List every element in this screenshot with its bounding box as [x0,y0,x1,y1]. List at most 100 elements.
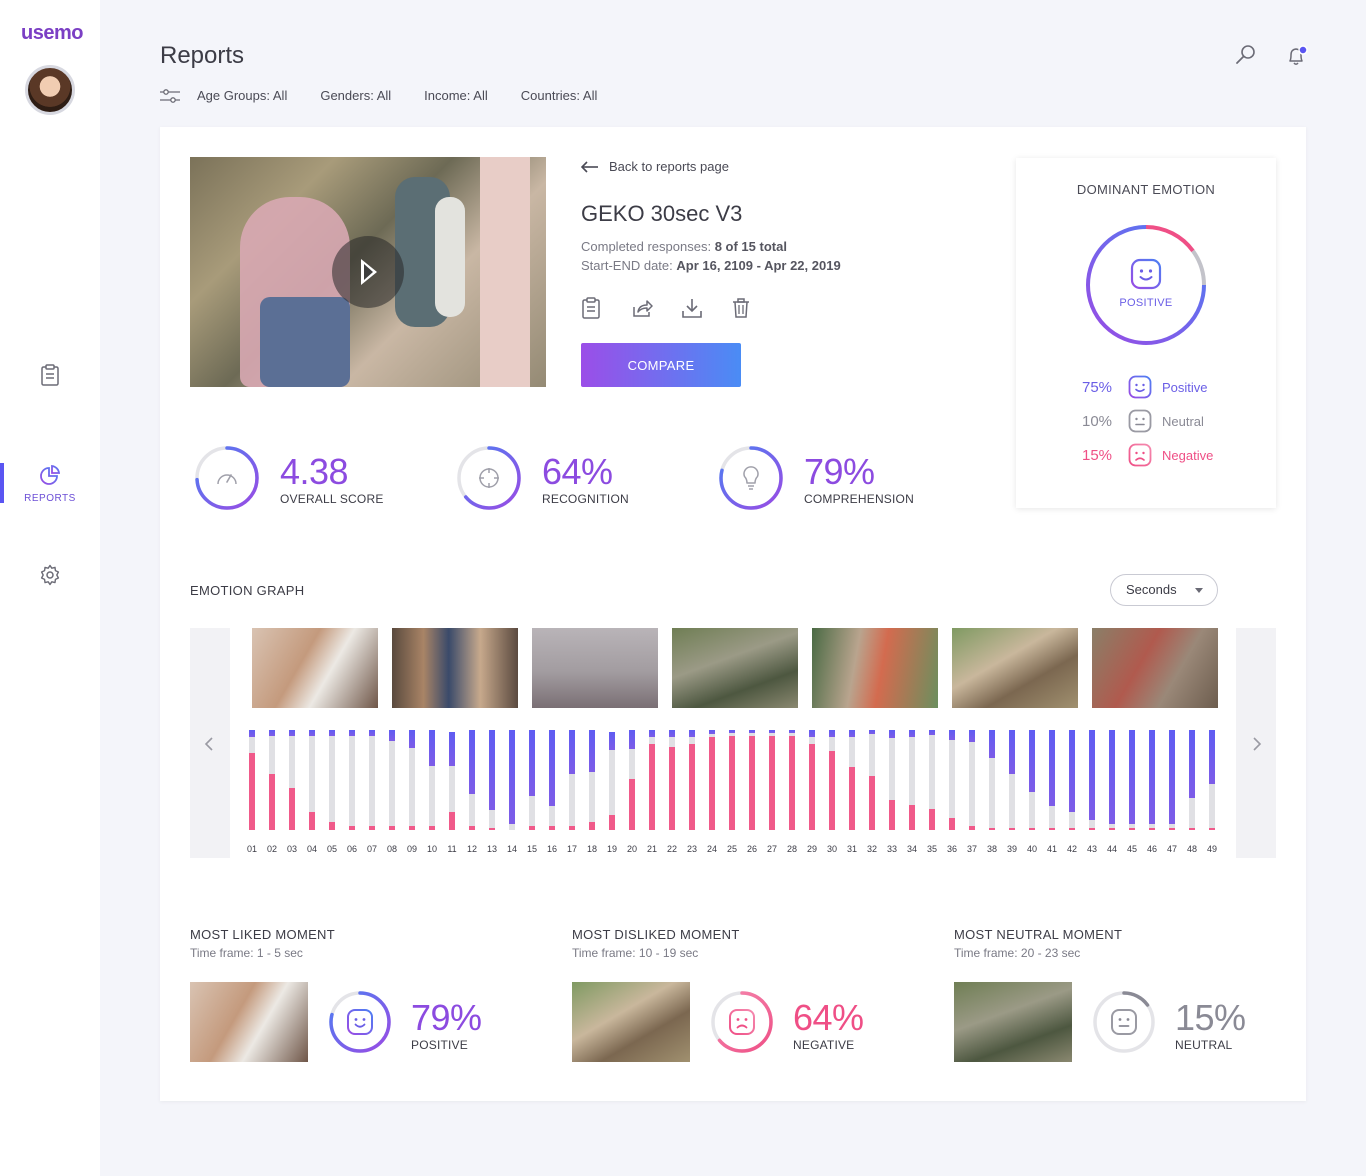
bar-segment [609,732,615,750]
bar-segment [489,828,495,830]
download-button[interactable] [681,297,702,321]
share-button[interactable] [631,297,653,321]
x-tick-label: 24 [706,844,717,854]
moment-thumbnail[interactable] [954,982,1072,1062]
search-icon[interactable] [1235,44,1257,66]
moment-thumbnail[interactable] [572,982,690,1062]
x-tick-label: 27 [766,844,777,854]
delete-button[interactable] [731,297,751,321]
bar-segment [409,748,415,826]
bar-segment [889,730,895,738]
bar-segment [1149,730,1155,824]
video-frame-thumbnail[interactable] [952,628,1078,708]
bell-icon[interactable] [1285,44,1309,68]
bar-segment [829,730,835,737]
emotion-bar-chart [249,730,1215,830]
video-frame-thumbnail[interactable] [532,628,658,708]
back-link[interactable]: Back to reports page [581,159,729,174]
filter-age-groups[interactable]: Age Groups: All [197,88,288,103]
video-frame-thumbnail[interactable] [392,628,518,708]
time-unit-select[interactable]: Seconds [1110,574,1218,606]
bar-segment [1069,730,1075,812]
active-nav-indicator [0,463,4,503]
video-frame-thumbnail[interactable] [672,628,798,708]
bar-segment [1029,730,1035,792]
bar-segment [949,818,955,830]
bar-segment [629,730,635,749]
dominant-emotion-title: DOMINANT EMOTION [1076,182,1216,197]
x-tick-label: 19 [606,844,617,854]
dominant-emotion-panel: DOMINANT EMOTION POSITIVE 75% Positive 1… [1016,158,1276,508]
page-title: Reports [160,42,245,69]
bar-segment [1029,792,1035,828]
legend-pct: 10% [1082,412,1113,430]
x-tick-label: 33 [886,844,897,854]
bar-segment [969,826,975,830]
filter-countries[interactable]: Countries: All [520,88,598,103]
score-ring [719,446,783,510]
bar-segment [409,730,415,748]
bar-segment [789,736,795,830]
sliders-icon[interactable] [160,88,180,103]
responses-label: Completed responses: [581,239,712,254]
bar-segment [529,796,535,826]
score-ring [195,446,259,510]
bar-segment [1129,824,1135,828]
score-label: COMPREHENSION [804,492,914,506]
clipboard-icon [582,297,600,319]
video-player[interactable] [190,157,546,387]
pie-chart-icon [40,465,61,485]
most-liked-moment: MOST LIKED MOMENT Time frame: 1 - 5 sec … [190,927,550,1087]
bar-segment [1149,828,1155,830]
filter-income[interactable]: Income: All [424,88,488,103]
legend-pct: 15% [1082,446,1113,464]
happy-face-icon [1128,375,1152,399]
moment-thumbnail[interactable] [190,982,308,1062]
sad-face-icon [1128,443,1152,467]
ring-progress [329,991,391,1053]
bar-segment [909,805,915,830]
sidebar-item-surveys[interactable] [0,364,100,386]
x-tick-label: 25 [726,844,737,854]
compare-button[interactable]: COMPARE [581,343,741,387]
bar-segment [1129,828,1135,830]
sidebar-item-reports[interactable]: REPORTS [0,465,100,504]
video-frame-thumbnail[interactable] [812,628,938,708]
bar-segment [529,826,535,830]
filter-bar: Age Groups: All Genders: All Income: All… [160,88,630,103]
bar-segment [429,730,435,766]
bar-segment [669,747,675,830]
user-avatar[interactable] [25,65,75,115]
graph-prev-button[interactable] [190,628,230,858]
bar-segment [749,736,755,830]
x-tick-label: 49 [1206,844,1217,854]
bar-segment [989,828,995,830]
bar-segment [1069,812,1075,828]
bar-segment [829,737,835,751]
moment-value: 64% [793,997,864,1038]
bar-segment [809,744,815,830]
bar-segment [889,738,895,800]
x-tick-label: 47 [1166,844,1177,854]
notes-button[interactable] [581,297,601,321]
ring-progress [1093,991,1155,1053]
bar-segment [289,730,295,736]
bar-segment [1149,824,1155,828]
trash-icon [733,298,749,318]
bar-segment [889,800,895,830]
video-frame-thumbnail[interactable] [252,628,378,708]
play-button[interactable] [332,236,404,308]
filter-genders[interactable]: Genders: All [320,88,392,103]
score-label: RECOGNITION [542,492,629,506]
bar-segment [849,737,855,767]
video-frame-thumbnail[interactable] [1092,628,1218,708]
sidebar-item-settings[interactable] [0,564,100,586]
bar-segment [369,826,375,830]
report-actions [581,297,781,321]
graph-next-button[interactable] [1236,628,1276,858]
bar-segment [709,737,715,830]
bar-segment [909,730,915,737]
app-logo[interactable]: usemo [21,22,83,44]
bar-segment [269,730,275,736]
x-tick-label: 36 [946,844,957,854]
